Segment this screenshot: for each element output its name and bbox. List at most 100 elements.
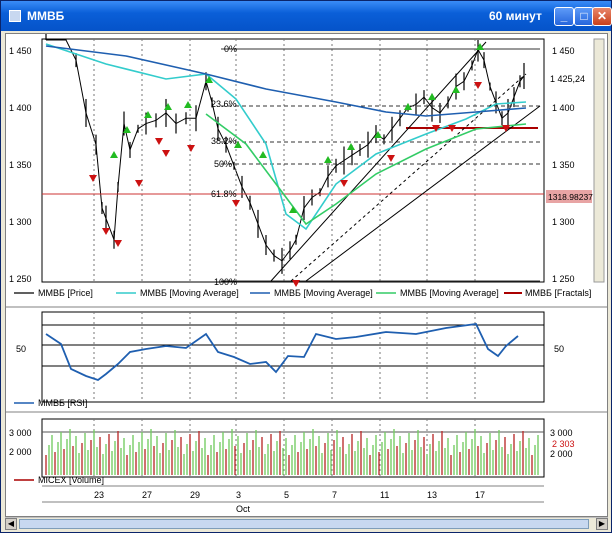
fractal-up-icon bbox=[259, 151, 267, 158]
fractal-down-icon bbox=[432, 125, 440, 132]
fractal-down-icon bbox=[102, 228, 110, 235]
vol-last-value: 2 303 bbox=[552, 439, 575, 449]
timeframe-label[interactable]: 60 минут bbox=[489, 9, 542, 23]
legend-label-price: ММВБ [Price] bbox=[38, 288, 93, 298]
volume-panel bbox=[42, 419, 544, 477]
fractal-down-icon bbox=[340, 180, 348, 187]
chart-area[interactable]: ММВБ [Price] ММВБ [Moving Average] ММВБ … bbox=[5, 16, 608, 517]
x-label-17: 17 bbox=[475, 490, 485, 500]
marker-price-box bbox=[546, 190, 592, 203]
rsi-level-left: 50 bbox=[16, 344, 26, 354]
close-button[interactable]: ✕ bbox=[592, 7, 612, 26]
moving-average-cyan bbox=[45, 43, 527, 231]
fractal-up-icon bbox=[234, 141, 242, 148]
scroll-right-arrow-icon[interactable]: ▶ bbox=[596, 518, 608, 530]
y-tick-right-1350: 1 350 bbox=[552, 160, 575, 170]
legend-label-ma1: ММВБ [Moving Average] bbox=[140, 288, 239, 298]
volume-legend: MICEX [Volume] bbox=[14, 475, 104, 485]
fractal-down-icon bbox=[448, 125, 456, 132]
price-legend: ММВБ [Price] ММВБ [Moving Average] ММВБ … bbox=[14, 288, 591, 298]
fractal-down-icon bbox=[89, 175, 97, 182]
y-tick-1300: 1 300 bbox=[9, 217, 32, 227]
x-label-29: 29 bbox=[190, 490, 200, 500]
x-label-23: 23 bbox=[94, 490, 104, 500]
price-vscroll[interactable] bbox=[593, 38, 605, 283]
x-label-5: 5 bbox=[284, 490, 289, 500]
fib-label-0: 0% bbox=[224, 44, 237, 54]
fractal-down-icon bbox=[387, 155, 395, 162]
fractal-up-icon bbox=[347, 143, 355, 150]
rsi-panel bbox=[42, 312, 544, 402]
x-month-label: Oct bbox=[236, 504, 251, 514]
y-tick-1450: 1 450 bbox=[9, 46, 32, 56]
fib-label-50: 50% bbox=[214, 159, 232, 169]
fractal-up-icon bbox=[428, 93, 436, 100]
fractal-down-icon bbox=[114, 240, 122, 247]
vol-tick-2000: 2 000 bbox=[9, 447, 32, 457]
legend-label-volume: MICEX [Volume] bbox=[38, 475, 104, 485]
x-label-11: 11 bbox=[380, 490, 389, 500]
x-label-13: 13 bbox=[427, 490, 437, 500]
fractal-down-icon bbox=[155, 138, 163, 145]
x-label-3: 3 bbox=[236, 490, 241, 500]
minimize-button[interactable]: _ bbox=[554, 7, 574, 26]
fractal-down-icon bbox=[232, 200, 240, 207]
fractal-up-icon bbox=[184, 101, 192, 108]
fractal-down-icon bbox=[162, 150, 170, 157]
fractal-down-icon bbox=[502, 125, 510, 132]
fractal-up-icon bbox=[144, 111, 152, 118]
fractal-down-icon bbox=[187, 145, 195, 152]
fractal-down-icon bbox=[135, 180, 143, 187]
fractal-down-icon bbox=[292, 280, 300, 287]
vol-right-2000: 2 000 bbox=[550, 449, 573, 459]
legend-label-fractals: ММВБ [Fractals] bbox=[525, 288, 591, 298]
y-tick-right-1250: 1 250 bbox=[552, 274, 575, 284]
chart-svg[interactable]: ММВБ [Price] ММВБ [Moving Average] ММВБ … bbox=[6, 16, 607, 516]
fractal-up-icon bbox=[476, 43, 484, 50]
trend-channel-lower bbox=[305, 105, 541, 282]
y-tick-1350: 1 350 bbox=[9, 160, 32, 170]
y-tick-1250: 1 250 bbox=[9, 274, 32, 284]
rsi-legend: ММВБ [RSI] bbox=[14, 398, 87, 408]
fib-label-100: 100% bbox=[214, 277, 237, 287]
time-axis bbox=[42, 485, 544, 503]
trend-channel-upper bbox=[270, 41, 487, 282]
rsi-level-right: 50 bbox=[554, 344, 564, 354]
fractal-up-icon bbox=[324, 156, 332, 163]
price-panel bbox=[42, 16, 544, 287]
window-title: ММВБ bbox=[27, 9, 65, 23]
y-tick-right-1400: 1 400 bbox=[552, 103, 575, 113]
legend-label-ma3: ММВБ [Moving Average] bbox=[400, 288, 499, 298]
fib-label-236: 23.6% bbox=[211, 99, 237, 109]
fractal-up-icon bbox=[123, 126, 131, 133]
chart-app-icon bbox=[9, 10, 21, 22]
fractal-up-icon bbox=[374, 131, 382, 138]
y-tick-right-1450: 1 450 bbox=[552, 46, 575, 56]
fractal-up-icon bbox=[205, 76, 213, 83]
y-tick-1400: 1 400 bbox=[9, 103, 32, 113]
scroll-left-arrow-icon[interactable]: ◀ bbox=[5, 518, 17, 530]
legend-label-rsi: ММВБ [RSI] bbox=[38, 398, 87, 408]
scroll-thumb[interactable] bbox=[19, 519, 589, 529]
fractal-up-icon bbox=[110, 151, 118, 158]
last-price-label: 1 425,24 bbox=[550, 74, 585, 84]
moving-average-blue bbox=[45, 45, 527, 117]
price-panel-frame bbox=[41, 38, 545, 283]
fractal-up-icon bbox=[404, 103, 412, 110]
fib-label-618: 61.8% bbox=[211, 189, 237, 199]
y-tick-right-1300: 1 300 bbox=[552, 217, 575, 227]
horizontal-scrollbar[interactable]: ◀ ▶ bbox=[5, 517, 608, 530]
vol-right-3000: 3 000 bbox=[550, 428, 573, 438]
moving-average-green bbox=[205, 113, 527, 226]
fractal-up-icon bbox=[289, 206, 297, 213]
maximize-button[interactable]: □ bbox=[574, 7, 594, 26]
fractal-up-icon bbox=[164, 103, 172, 110]
legend-label-ma2: ММВБ [Moving Average] bbox=[274, 288, 373, 298]
fractal-up-icon bbox=[452, 86, 460, 93]
fractal-down-icon bbox=[474, 82, 482, 89]
title-bar[interactable]: ММВБ 60 минут _ □ ✕ bbox=[1, 1, 612, 31]
x-label-7: 7 bbox=[332, 490, 337, 500]
marker-price-label: 1318.98237 bbox=[548, 192, 593, 202]
rsi-line bbox=[45, 323, 519, 382]
